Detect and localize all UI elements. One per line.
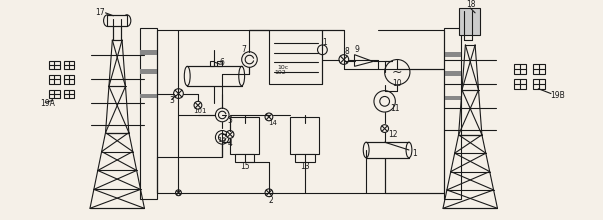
Circle shape	[226, 130, 234, 138]
Circle shape	[174, 89, 183, 98]
Text: 11: 11	[391, 104, 400, 113]
Ellipse shape	[104, 15, 112, 26]
Text: 17: 17	[95, 8, 104, 17]
Bar	[230, 117, 259, 154]
Text: 16: 16	[216, 137, 226, 143]
Bar	[210, 61, 215, 66]
Text: 101: 101	[193, 108, 207, 114]
Circle shape	[215, 130, 229, 144]
Bar	[217, 61, 223, 66]
Text: 10c: 10c	[277, 65, 288, 70]
Bar	[139, 94, 157, 98]
Circle shape	[265, 113, 273, 121]
Text: 13: 13	[300, 162, 310, 171]
Circle shape	[339, 55, 349, 64]
Text: 3: 3	[169, 96, 174, 105]
Ellipse shape	[185, 66, 190, 86]
Bar	[64, 61, 74, 69]
Text: 19A: 19A	[40, 99, 55, 108]
Text: 14: 14	[268, 120, 277, 126]
Text: 19B: 19B	[550, 91, 565, 100]
Bar	[235, 154, 254, 162]
Text: 5: 5	[227, 116, 232, 125]
Bar	[514, 79, 526, 89]
Circle shape	[242, 52, 257, 67]
Bar	[444, 95, 461, 100]
Ellipse shape	[123, 15, 131, 26]
Bar	[458, 8, 480, 35]
Text: 102: 102	[275, 70, 286, 75]
Text: 1: 1	[322, 38, 327, 48]
Bar	[139, 69, 157, 74]
Bar	[444, 52, 461, 57]
Bar	[366, 142, 409, 158]
Bar	[107, 15, 127, 26]
Text: 10: 10	[393, 79, 402, 88]
Text: 9: 9	[354, 45, 359, 54]
Polygon shape	[355, 55, 373, 66]
Text: 18: 18	[467, 0, 476, 9]
Bar	[187, 66, 242, 86]
Circle shape	[215, 108, 229, 122]
Text: ~: ~	[392, 66, 403, 79]
Ellipse shape	[406, 142, 412, 158]
Circle shape	[194, 101, 202, 109]
Bar	[514, 64, 526, 74]
Text: 7: 7	[241, 45, 246, 54]
Circle shape	[374, 91, 396, 112]
Circle shape	[380, 97, 390, 106]
Circle shape	[385, 60, 410, 85]
Text: 15: 15	[240, 162, 250, 171]
Text: 2: 2	[268, 196, 273, 205]
Bar	[534, 79, 545, 89]
Circle shape	[265, 189, 273, 197]
Text: 6: 6	[220, 58, 225, 67]
Bar	[295, 154, 315, 162]
Text: 4: 4	[227, 139, 232, 148]
Bar	[269, 30, 323, 84]
Bar	[49, 90, 60, 98]
Ellipse shape	[239, 66, 245, 86]
Circle shape	[318, 45, 327, 55]
Text: 8: 8	[344, 47, 349, 56]
Bar	[64, 75, 74, 84]
Bar	[444, 71, 461, 76]
Circle shape	[175, 190, 182, 196]
Text: 1: 1	[412, 149, 417, 158]
Ellipse shape	[363, 142, 369, 158]
Circle shape	[380, 125, 388, 132]
Bar	[290, 117, 320, 154]
Bar	[534, 64, 545, 74]
Bar	[444, 28, 461, 199]
Bar	[139, 50, 157, 55]
Bar	[49, 75, 60, 84]
Text: 12: 12	[389, 130, 398, 139]
Bar	[139, 28, 157, 199]
Bar	[64, 90, 74, 98]
Bar	[49, 61, 60, 69]
